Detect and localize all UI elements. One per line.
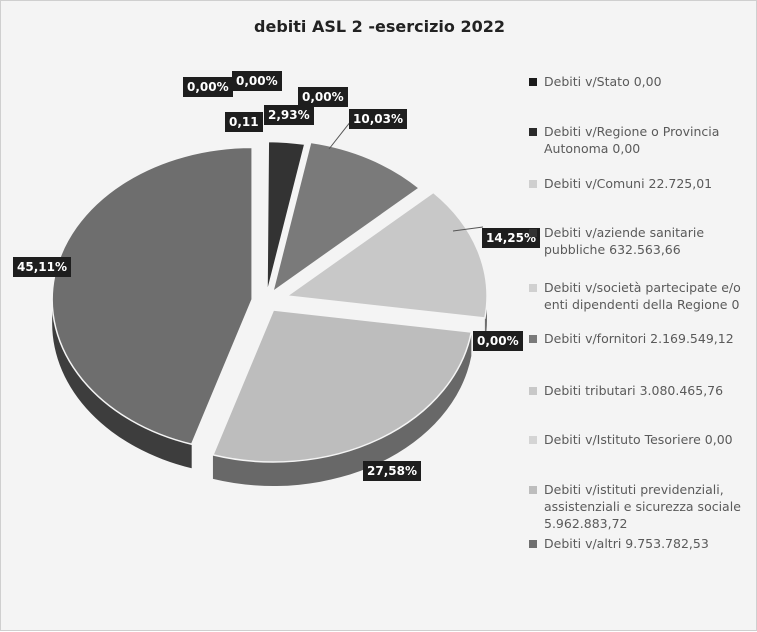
- legend-item: Debiti tributari 3.080.465,76: [529, 382, 754, 399]
- legend-label: Debiti v/Istituto Tesoriere 0,00: [544, 432, 733, 447]
- chart-title: debiti ASL 2 -esercizio 2022: [254, 17, 505, 36]
- pie-slice-side: [52, 299, 192, 469]
- legend-swatch: [529, 436, 537, 444]
- data-label: 0,00%: [473, 331, 523, 351]
- legend-item: Debiti v/Comuni 22.725,01: [529, 175, 754, 192]
- legend-item: Debiti v/Stato 0,00: [529, 73, 754, 90]
- legend-swatch: [529, 180, 537, 188]
- pie-slice: [271, 141, 421, 294]
- pie-slice: [284, 191, 488, 319]
- legend-item: Debiti v/fornitori 2.169.549,12: [529, 330, 754, 347]
- data-label: 45,11%: [13, 257, 71, 277]
- legend-swatch: [529, 229, 537, 237]
- legend-label: Debiti v/altri 9.753.782,53: [544, 536, 709, 551]
- legend-swatch: [529, 78, 537, 86]
- legend-label: Debiti v/Stato 0,00: [544, 74, 662, 89]
- data-label: 10,03%: [349, 109, 407, 129]
- legend-swatch: [529, 486, 537, 494]
- legend-label: Debiti v/Comuni 22.725,01: [544, 176, 713, 191]
- legend-item: Debiti v/istituti previdenziali, assiste…: [529, 481, 754, 532]
- legend-label: Debiti v/aziende sanitarie pubbliche 632…: [544, 225, 705, 257]
- legend-item: Debiti v/aziende sanitarie pubbliche 632…: [529, 224, 754, 258]
- legend-label: Debiti tributari 3.080.465,76: [544, 383, 724, 398]
- legend-swatch: [529, 128, 537, 136]
- pie-slice: [266, 140, 306, 294]
- legend-item: Debiti v/altri 9.753.782,53: [529, 535, 754, 552]
- leader-line: [328, 120, 352, 150]
- pie-slice: [265, 140, 269, 294]
- legend-swatch: [529, 284, 537, 292]
- legend-item: Debiti v/Istituto Tesoriere 0,00: [529, 431, 754, 448]
- data-label: 0,11: [225, 112, 263, 132]
- data-label: 0,00%: [298, 87, 348, 107]
- legend-label: Debiti v/fornitori 2.169.549,12: [544, 331, 734, 346]
- legend-swatch: [529, 387, 537, 395]
- leader-line: [452, 226, 484, 232]
- data-label: 0,00%: [232, 71, 282, 91]
- legend-swatch: [529, 335, 537, 343]
- data-label: 14,25%: [482, 228, 540, 248]
- legend-item: Debiti v/società partecipate e/o enti di…: [529, 279, 754, 313]
- data-label: 0,00%: [183, 77, 233, 97]
- pie-slice-side: [212, 332, 472, 487]
- legend-label: Debiti v/società partecipate e/o enti di…: [544, 280, 741, 312]
- data-label: 27,58%: [363, 461, 421, 481]
- legend-item: Debiti v/Regione o Provincia Autonoma 0,…: [529, 123, 754, 157]
- data-label: 2,93%: [264, 105, 314, 125]
- legend-label: Debiti v/Regione o Provincia Autonoma 0,…: [544, 124, 720, 156]
- legend-label: Debiti v/istituti previdenziali, assiste…: [544, 482, 741, 531]
- pie-slice: [211, 309, 473, 463]
- legend-swatch: [529, 540, 537, 548]
